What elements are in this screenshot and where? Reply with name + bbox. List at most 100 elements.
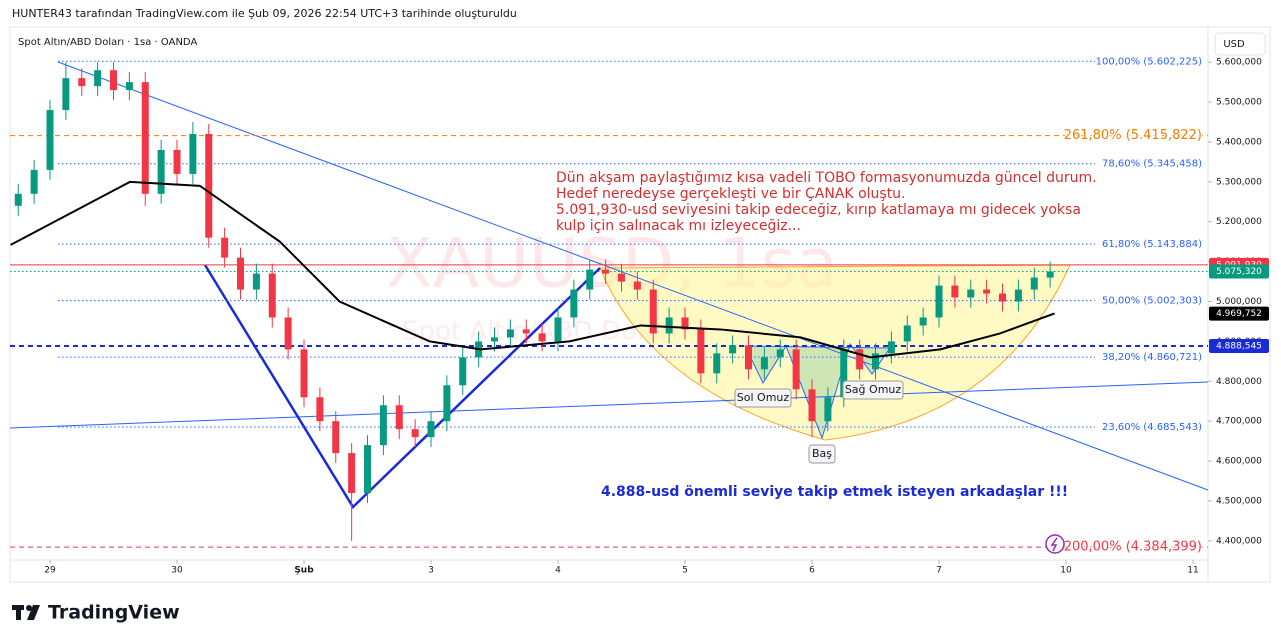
candle-body: [110, 70, 118, 91]
frame: [9, 26, 1271, 583]
pattern-label: Sağ Omuz: [845, 383, 902, 396]
y-tick-label: 4.700,000: [1216, 417, 1262, 427]
candle-body: [872, 353, 880, 370]
candle-body: [62, 78, 70, 111]
candle-body: [427, 421, 435, 438]
candle-body: [602, 269, 610, 274]
alert-icon[interactable]: [1045, 534, 1065, 554]
currency[interactable]: USD: [1223, 39, 1245, 50]
y-tick-label: 5.000,000: [1216, 297, 1262, 307]
candle-body: [887, 341, 895, 354]
candle-body: [173, 149, 181, 174]
price-tag: [1209, 264, 1269, 279]
y-tick-label: 5.600,000: [1216, 58, 1262, 68]
candle-body: [395, 405, 403, 430]
candle-body: [1014, 289, 1022, 302]
x-tick-label: 30: [171, 566, 183, 576]
logo-icon: [12, 605, 40, 620]
candle-body: [554, 317, 562, 342]
fib-label: 61,80% (5.143,884): [1102, 239, 1202, 250]
x-tick-label: 29: [44, 566, 56, 576]
inverse-head-shoulders: [744, 342, 891, 440]
note: 4.888-usd önemli seviye takip etmek iste…: [601, 484, 1068, 500]
symbol: Spot Altın/ABD Doları · 1sa · OANDA: [18, 37, 197, 48]
annotation: Hedef neredeyse gerçekleşti ve bir ÇANAK…: [556, 186, 906, 202]
candle-body: [459, 357, 467, 386]
alert-icon: [1050, 537, 1058, 552]
price-tag-label: 5.075,320: [1216, 267, 1262, 277]
candle-body: [284, 317, 292, 350]
pattern-label: Sol Omuz: [737, 391, 790, 404]
candle-body: [125, 82, 133, 91]
candle-body: [221, 237, 229, 258]
candle-body: [1046, 271, 1054, 278]
header: HUNTER43 tarafından TradingView.com ile …: [12, 7, 517, 20]
currency-button[interactable]: [1214, 32, 1266, 56]
y-tick-label: 5.400,000: [1216, 137, 1262, 147]
candle-body: [94, 70, 102, 87]
label-box: [842, 380, 904, 400]
candle-body: [618, 273, 626, 282]
candle-body: [649, 289, 657, 334]
candle-body: [78, 78, 86, 87]
x-tick-label: 11: [1187, 566, 1198, 576]
candle-body: [46, 110, 54, 170]
candle-body: [237, 257, 245, 290]
fib-label: 38,20% (4.860,721): [1102, 352, 1202, 363]
candle-body: [586, 269, 594, 290]
candle-body: [999, 293, 1007, 302]
x-tick-label: Şub: [294, 566, 314, 576]
candle-body: [189, 133, 197, 174]
x-tick-label: 7: [936, 566, 942, 576]
fib-label: 100,00% (5.602,225): [1096, 56, 1202, 67]
candle-body: [141, 82, 149, 194]
candle-body: [665, 317, 673, 334]
candle-body: [522, 329, 530, 334]
candle-body: [633, 281, 641, 290]
candle-body: [506, 329, 514, 338]
candle-body: [538, 333, 546, 342]
candle-body: [491, 337, 499, 342]
candle-body: [745, 345, 753, 370]
x-tick-label: 5: [682, 566, 688, 576]
candle-body: [570, 289, 578, 318]
candle-body: [919, 317, 927, 326]
x-tick-label: 10: [1060, 566, 1072, 576]
candle-body: [808, 389, 816, 422]
candle-body: [157, 149, 165, 194]
candle-body: [713, 353, 721, 374]
y-tick-label: 4.500,000: [1216, 496, 1262, 506]
y-tick-label: 4.400,000: [1216, 536, 1262, 546]
candle-body: [14, 193, 22, 206]
candle-body: [332, 421, 340, 454]
candle-body: [792, 349, 800, 390]
candle-body: [300, 349, 308, 398]
label-box: [734, 388, 792, 408]
y-tick-label: 5.200,000: [1216, 217, 1262, 227]
annotation: 5.091,930-usd seviyesini takip edeceğiz,…: [556, 202, 1081, 218]
moving-average: [10, 180, 1055, 359]
candle-body: [364, 445, 372, 493]
candle-body: [967, 289, 975, 298]
x-tick-label: 6: [809, 566, 815, 576]
y-tick-label: 5.500,000: [1216, 98, 1262, 108]
label-box: [808, 444, 836, 464]
candle-body: [379, 405, 387, 446]
trend-line: [57, 61, 1209, 491]
candle-body: [824, 397, 832, 422]
candle-body: [205, 133, 213, 238]
candle-body: [856, 349, 864, 370]
candle-body: [697, 329, 705, 374]
fib-label: 78,60% (5.345,458): [1102, 159, 1202, 170]
candle-body: [951, 285, 959, 298]
annotation: kulp için salınacak mı izleyeceğiz...: [556, 218, 801, 234]
trend-line: [9, 381, 1209, 429]
x-tick-label: 3: [428, 566, 434, 576]
candle-body: [935, 285, 943, 318]
candle-body: [348, 453, 356, 493]
fib-label: 50,00% (5.002,303): [1102, 296, 1202, 307]
y-tick-label: 4.800,000: [1216, 377, 1262, 387]
candle-body: [776, 349, 784, 358]
candle-body: [983, 289, 991, 294]
